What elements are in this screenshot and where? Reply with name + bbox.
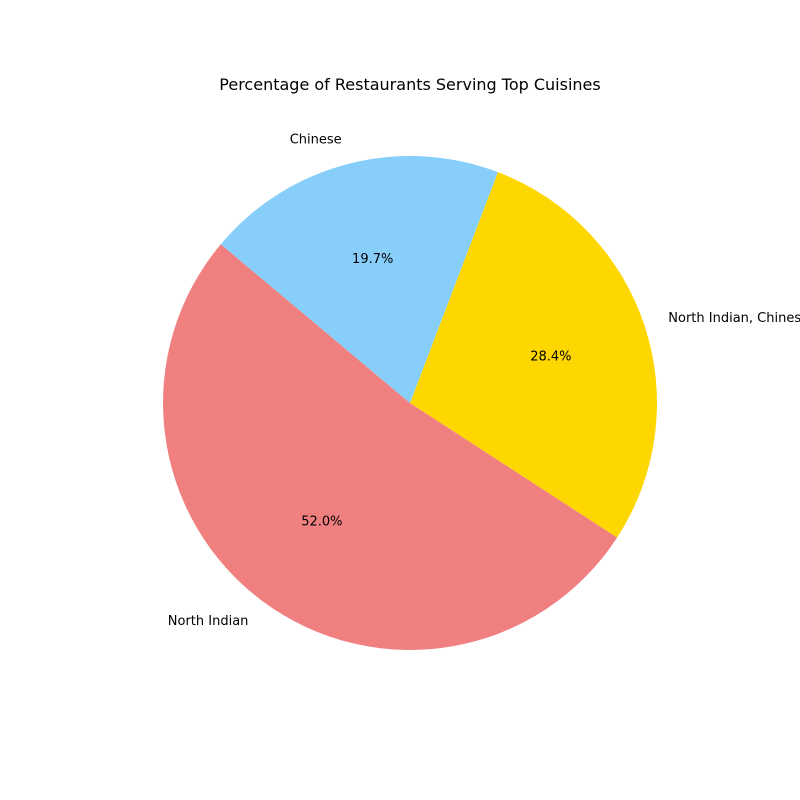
pie-slice-2 (410, 172, 658, 538)
slice-percent-label: 28.4% (530, 350, 571, 365)
slice-category-label: North Indian (168, 614, 249, 629)
pie-slice-1 (163, 244, 618, 650)
slice-percent-label: 19.7% (352, 252, 393, 267)
slice-category-label: North Indian, Chinese (668, 311, 800, 326)
pie-slice-3 (220, 156, 498, 403)
slice-category-label: Chinese (290, 133, 342, 148)
slice-percent-label: 52.0% (301, 515, 342, 530)
chart-title: Percentage of Restaurants Serving Top Cu… (219, 75, 600, 94)
